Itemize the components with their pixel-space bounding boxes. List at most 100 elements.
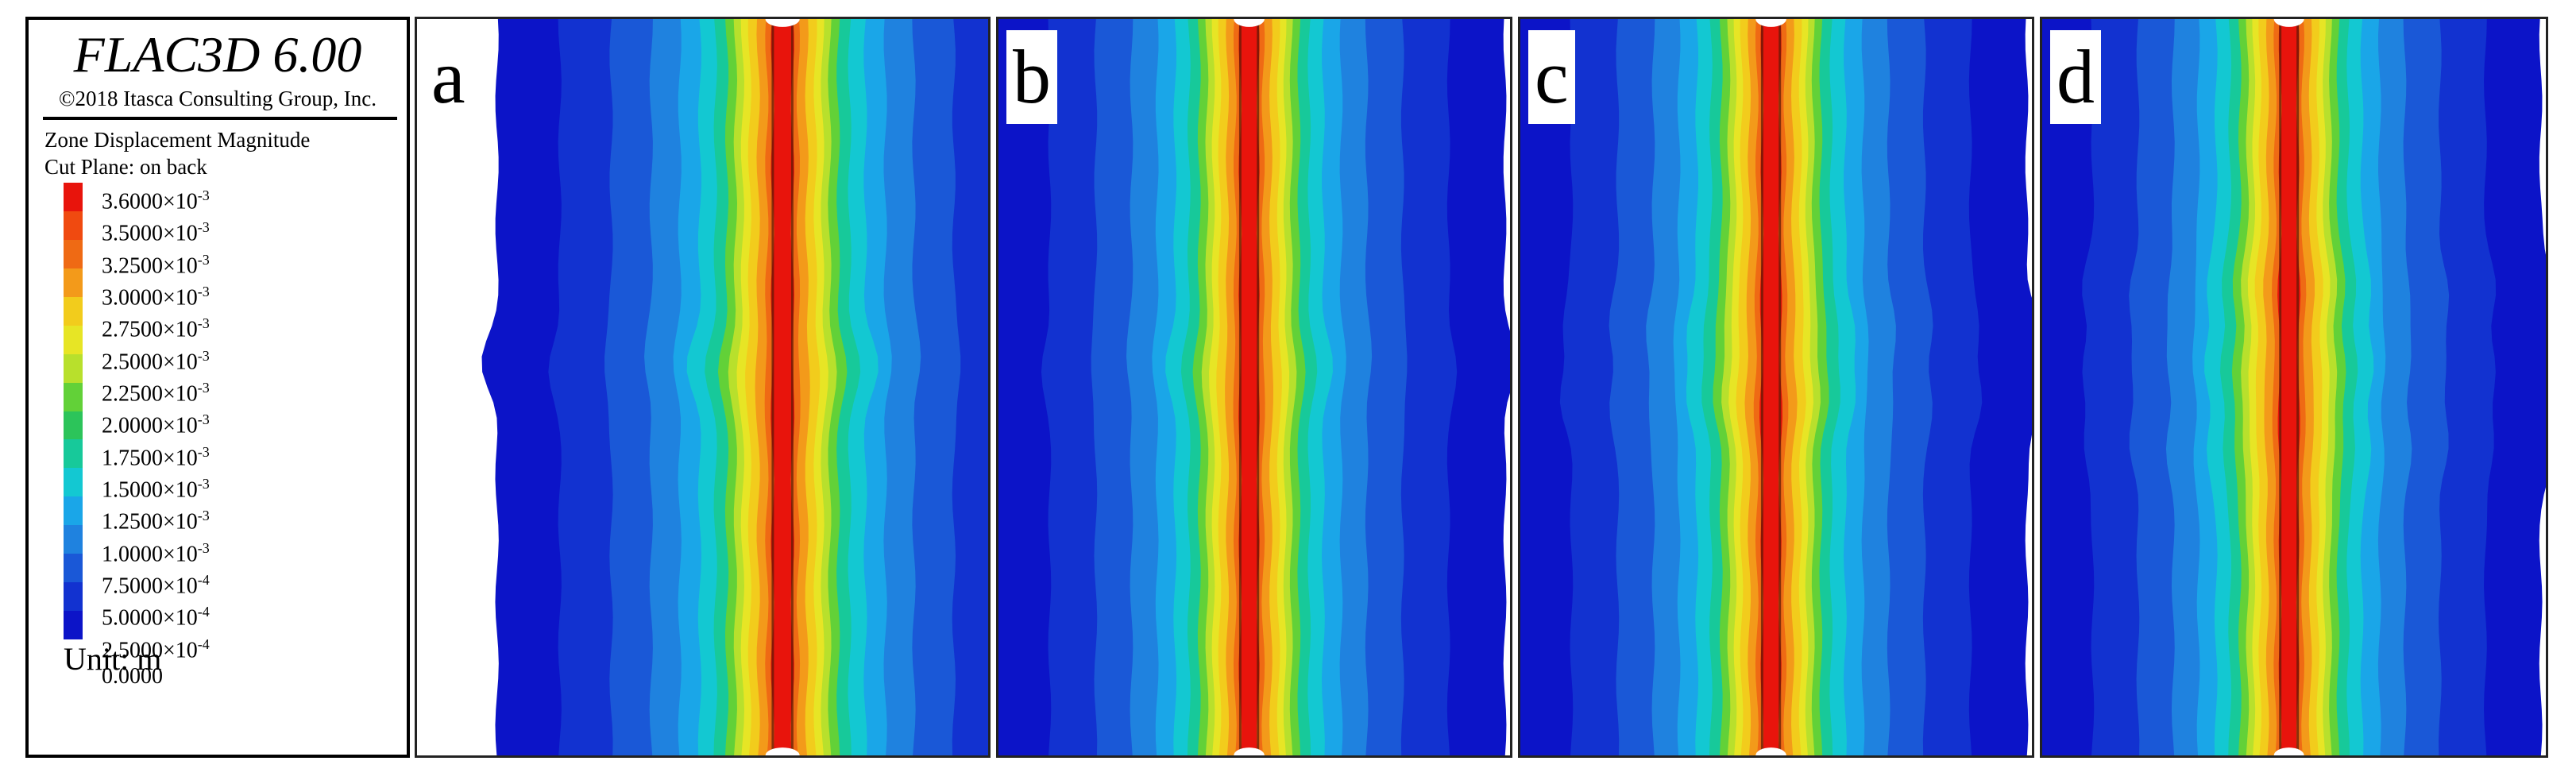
scale-tick-label: 3.6000×10-3 <box>102 183 364 214</box>
color-swatch <box>64 239 83 268</box>
borehole-edge <box>2296 19 2300 755</box>
tick-mantissa: 3.5000×10 <box>102 221 198 246</box>
color-swatch <box>64 210 83 240</box>
panel-d: d <box>2040 17 2548 758</box>
software-title: FLAC3D 6.00 <box>73 26 362 83</box>
tick-mantissa: 7.5000×10 <box>102 574 198 599</box>
borehole-edge <box>790 19 794 755</box>
tick-mantissa: 2.5000×10 <box>102 637 198 662</box>
scale-tick-label: 2.0000×10-3 <box>102 407 364 438</box>
tick-mantissa: 3.2500×10 <box>102 253 198 278</box>
panel-label-b: b <box>1006 30 1057 124</box>
color-swatch <box>64 268 83 297</box>
color-swatch <box>64 554 83 583</box>
color-swatch <box>64 325 83 354</box>
contour-band <box>2277 19 2301 755</box>
tick-mantissa: 2.2500×10 <box>102 381 198 407</box>
contour-title: Zone Displacement Magnitude <box>44 128 311 152</box>
legend-box: FLAC3D 6.00 ©2018 Itasca Consulting Grou… <box>25 17 410 758</box>
borehole-top <box>1234 19 1265 27</box>
tick-exponent: -3 <box>197 251 210 268</box>
cut-plane-text: Cut Plane: on back <box>44 155 207 179</box>
tick-exponent: -4 <box>197 604 210 620</box>
tick-exponent: -3 <box>197 315 210 332</box>
contour-plot-c <box>1520 19 2032 755</box>
borehole-edge <box>771 19 774 755</box>
tick-mantissa: 2.5000×10 <box>102 349 198 374</box>
tick-exponent: -4 <box>197 571 210 588</box>
copyright-text: ©2018 Itasca Consulting Group, Inc. <box>59 87 377 110</box>
tick-mantissa: 5.0000×10 <box>102 605 198 631</box>
tick-exponent: -3 <box>197 347 210 364</box>
scale-tick-label: 5.0000×10-4 <box>102 599 364 631</box>
panel-label-c: c <box>1528 30 1575 124</box>
tick-exponent: -3 <box>197 283 210 299</box>
borehole-bottom <box>2273 747 2304 755</box>
color-swatch <box>64 382 83 411</box>
tick-exponent: -3 <box>197 219 210 236</box>
color-swatch <box>64 611 83 639</box>
scale-tick-label: 3.5000×10-3 <box>102 214 364 246</box>
tick-exponent: -3 <box>197 411 210 428</box>
tick-exponent: -3 <box>197 443 210 460</box>
borehole-top <box>765 19 800 27</box>
contour-band <box>1759 19 1783 755</box>
contour-band <box>1238 19 1260 755</box>
color-scale-bar <box>64 183 83 639</box>
scale-tick-label: 3.2500×10-3 <box>102 247 364 279</box>
scale-tick-label: 2.7500×10-3 <box>102 311 364 342</box>
tick-mantissa: 1.2500×10 <box>102 509 198 535</box>
borehole-edge <box>1238 19 1242 755</box>
borehole-bottom <box>1755 747 1786 755</box>
panel-b: b <box>996 17 1512 758</box>
color-swatch <box>64 582 83 612</box>
color-swatch <box>64 353 83 383</box>
panel-c: c <box>1518 17 2034 758</box>
color-swatch <box>64 411 83 440</box>
borehole-top <box>2273 19 2304 27</box>
tick-mantissa: 1.0000×10 <box>102 541 198 566</box>
tick-mantissa: 1.7500×10 <box>102 445 198 470</box>
borehole-edge <box>1257 19 1260 755</box>
tick-mantissa: 3.6000×10 <box>102 189 198 214</box>
scale-tick-label: 1.0000×10-3 <box>102 535 364 567</box>
borehole-bottom <box>1234 747 1265 755</box>
tick-exponent: -3 <box>197 475 210 492</box>
borehole-edge <box>1760 19 1763 755</box>
tick-exponent: -3 <box>197 379 210 396</box>
borehole-edge <box>2279 19 2282 755</box>
scale-tick-label: 1.5000×10-3 <box>102 471 364 503</box>
scale-tick-label: 1.2500×10-3 <box>102 503 364 535</box>
borehole-top <box>1755 19 1786 27</box>
color-swatch <box>64 496 83 526</box>
tick-exponent: -3 <box>197 508 210 524</box>
tick-mantissa: 0.0000 <box>102 663 163 689</box>
tick-mantissa: 2.0000×10 <box>102 413 198 438</box>
legend-divider <box>43 117 397 120</box>
scale-tick-label: 0.0000 <box>102 663 364 689</box>
scale-tick-label: 1.7500×10-3 <box>102 439 364 471</box>
color-scale-labels: 3.6000×10-3 3.5000×10-3 3.2500×10-3 3.0000×… <box>102 183 364 689</box>
color-swatch <box>64 183 83 211</box>
contour-plot-b <box>998 19 1510 755</box>
borehole-edge <box>1778 19 1782 755</box>
contour-plot-d <box>2042 19 2546 755</box>
tick-exponent: -3 <box>197 187 210 203</box>
tick-mantissa: 1.5000×10 <box>102 477 198 503</box>
color-swatch <box>64 296 83 326</box>
contour-band <box>770 19 795 755</box>
color-swatch <box>64 439 83 469</box>
tick-mantissa: 3.0000×10 <box>102 285 198 311</box>
tick-exponent: -4 <box>197 635 210 652</box>
color-swatch <box>64 468 83 497</box>
scale-tick-label: 2.5000×10-4 <box>102 631 364 663</box>
tick-exponent: -3 <box>197 539 210 556</box>
scale-tick-label: 3.0000×10-3 <box>102 279 364 311</box>
scale-tick-label: 2.5000×10-3 <box>102 343 364 375</box>
unit-label: Unit: m <box>64 641 162 677</box>
tick-mantissa: 2.7500×10 <box>102 317 198 342</box>
panel-label-d: d <box>2050 30 2101 124</box>
scale-tick-label: 2.2500×10-3 <box>102 375 364 407</box>
contour-plot-a <box>481 19 988 755</box>
panel-label-a: a <box>425 30 472 124</box>
